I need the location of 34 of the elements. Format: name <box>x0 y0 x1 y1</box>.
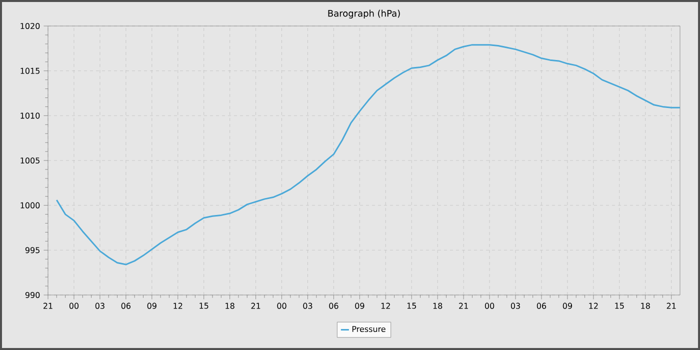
x-tick-label: 06 <box>121 302 130 309</box>
y-tick-label: 1015 <box>20 68 40 74</box>
y-tick-label: 1010 <box>20 112 40 119</box>
y-tick-label: 1005 <box>20 157 40 164</box>
x-tick-label: 09 <box>562 302 572 309</box>
x-tick-label: 18 <box>226 302 234 309</box>
x-tick-label: 09 <box>355 302 364 309</box>
chart-title: Barograph (hPa) <box>328 10 400 18</box>
x-tick-label: 21 <box>43 302 52 309</box>
x-tick-label: 03 <box>303 302 312 309</box>
x-tick-label: 06 <box>329 302 338 309</box>
x-tick-label: 03 <box>95 302 104 309</box>
x-tick-label: 15 <box>407 302 416 309</box>
x-tick-label: 18 <box>433 302 442 309</box>
x-tick-label: 21 <box>459 302 468 309</box>
y-tick-label: 1020 <box>20 22 40 30</box>
x-tick-label: 21 <box>666 302 676 309</box>
x-tick-label: 12 <box>381 302 390 309</box>
x-tick-label: 00 <box>484 302 494 309</box>
x-tick-label: 15 <box>615 302 624 309</box>
x-tick-label: 21 <box>251 302 260 309</box>
y-tick-label: 990 <box>25 292 40 298</box>
x-tick-label: 03 <box>510 302 520 309</box>
x-tick-label: 00 <box>277 302 286 309</box>
x-tick-label: 12 <box>589 302 598 309</box>
x-tick-label: 15 <box>200 302 208 309</box>
x-tick-label: 06 <box>536 302 546 309</box>
x-tick-label: 00 <box>69 302 79 309</box>
x-tick-label: 18 <box>641 302 650 309</box>
legend-label: Pressure <box>352 326 386 332</box>
x-tick-label: 12 <box>174 302 182 309</box>
y-tick-label: 1000 <box>20 202 40 208</box>
y-tick-label: 995 <box>25 247 40 254</box>
x-tick-label: 09 <box>147 302 156 309</box>
